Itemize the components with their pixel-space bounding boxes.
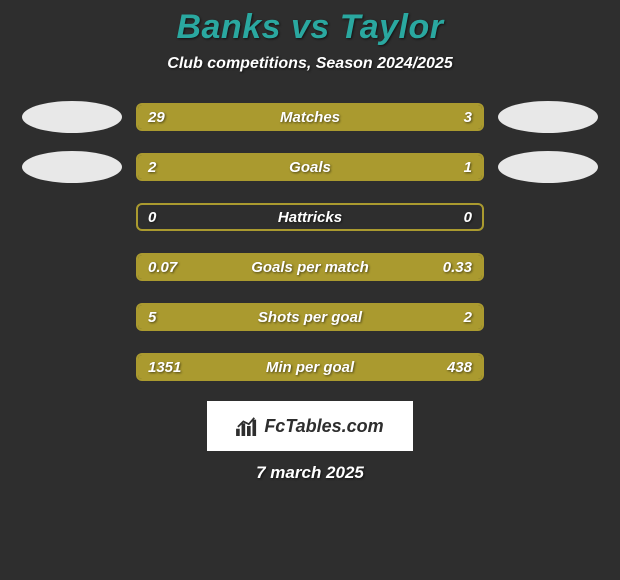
stat-bar: 1351438Min per goal <box>136 353 484 381</box>
stat-row: 00Hattricks <box>0 201 620 233</box>
player-avatar-left <box>22 151 122 183</box>
stat-row: 21Goals <box>0 151 620 183</box>
stat-row: 0.070.33Goals per match <box>0 251 620 283</box>
stat-label: Goals per match <box>138 255 482 279</box>
stat-bar: 52Shots per goal <box>136 303 484 331</box>
stat-bar: 0.070.33Goals per match <box>136 253 484 281</box>
comparison-card: Banks vs Taylor Club competitions, Seaso… <box>0 0 620 483</box>
avatar-spacer <box>498 351 598 383</box>
chart-icon <box>236 416 258 436</box>
stat-row: 293Matches <box>0 101 620 133</box>
stat-label: Hattricks <box>138 205 482 229</box>
stat-bar: 293Matches <box>136 103 484 131</box>
avatar-spacer <box>22 201 122 233</box>
brand-text: FcTables.com <box>264 416 383 437</box>
page-title: Banks vs Taylor <box>0 8 620 47</box>
stat-row: 52Shots per goal <box>0 301 620 333</box>
player-avatar-left <box>22 101 122 133</box>
avatar-spacer <box>22 301 122 333</box>
avatar-spacer <box>498 251 598 283</box>
stat-label: Min per goal <box>138 355 482 379</box>
stat-label: Matches <box>138 105 482 129</box>
player-avatar-right <box>498 151 598 183</box>
stat-bar: 00Hattricks <box>136 203 484 231</box>
stat-rows: 293Matches 21Goals 00Hattricks 0.070.33Goal… <box>0 101 620 383</box>
stat-label: Goals <box>138 155 482 179</box>
brand-badge[interactable]: FcTables.com <box>207 401 413 451</box>
avatar-spacer <box>22 251 122 283</box>
avatar-spacer <box>22 351 122 383</box>
avatar-spacer <box>498 201 598 233</box>
avatar-spacer <box>498 301 598 333</box>
player-avatar-right <box>498 101 598 133</box>
stat-bar: 21Goals <box>136 153 484 181</box>
date-label: 7 march 2025 <box>0 463 620 483</box>
stat-row: 1351438Min per goal <box>0 351 620 383</box>
stat-label: Shots per goal <box>138 305 482 329</box>
subtitle: Club competitions, Season 2024/2025 <box>0 55 620 73</box>
